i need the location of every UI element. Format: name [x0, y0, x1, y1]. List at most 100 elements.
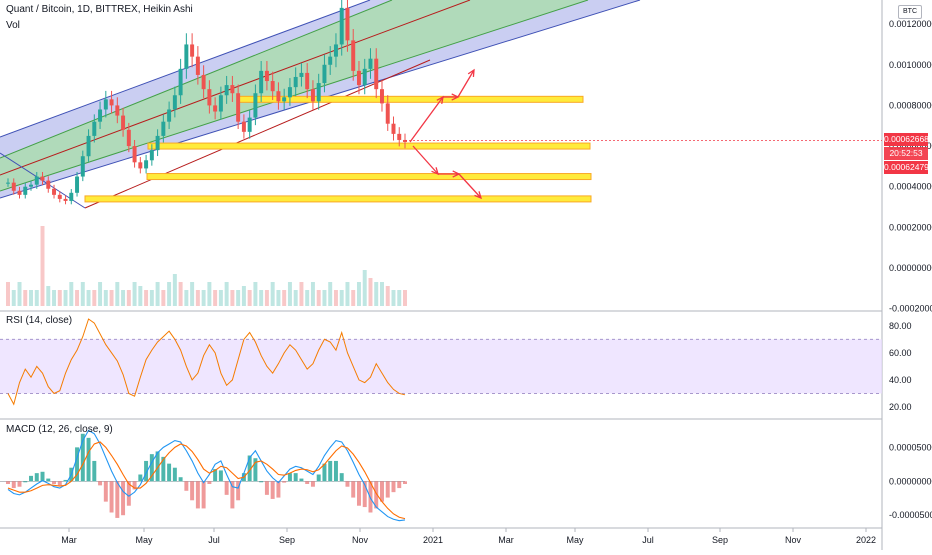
- volume-bar: [253, 282, 258, 306]
- candle-body: [195, 56, 200, 75]
- macd-histogram-bar: [213, 469, 218, 482]
- macd-histogram-bar: [380, 481, 384, 502]
- candle-body: [34, 176, 39, 185]
- volume-bar: [322, 290, 327, 306]
- volume-bar: [115, 282, 120, 306]
- candle-body: [46, 180, 51, 189]
- rsi-tick-label: 80.00: [889, 321, 912, 331]
- support-zone: [84, 195, 592, 203]
- candle-body: [40, 176, 45, 181]
- macd-legend[interactable]: MACD (12, 26, close, 9): [6, 424, 113, 435]
- macd-histogram-bar: [207, 481, 212, 484]
- macd-histogram-bar: [75, 447, 80, 482]
- macd-line: [7, 429, 406, 522]
- volume-bar: [161, 290, 166, 306]
- volume-legend[interactable]: Vol: [6, 20, 20, 31]
- macd-histogram-bar: [132, 481, 137, 490]
- macd-histogram-bar: [339, 473, 344, 482]
- currency-badge[interactable]: BTC: [898, 5, 922, 19]
- volume-bar: [57, 290, 62, 306]
- time-tick-label: May: [566, 535, 584, 545]
- macd-histogram-bar: [98, 481, 103, 486]
- candle-body: [328, 56, 333, 65]
- macd-histogram-bar: [236, 481, 241, 501]
- projection-arrow: [409, 96, 444, 143]
- macd-histogram-bar: [149, 454, 154, 482]
- macd-histogram-bar: [345, 481, 350, 487]
- macd-histogram-bar: [172, 467, 177, 482]
- volume-bar: [356, 282, 361, 306]
- volume-bar: [339, 290, 344, 306]
- candle-body: [385, 103, 390, 124]
- price-tick-label: 0.00020000: [889, 222, 932, 232]
- macd-histogram-bar: [385, 481, 390, 498]
- volume-bar: [11, 290, 16, 306]
- volume-bar: [149, 290, 154, 306]
- macd-histogram-bar: [218, 470, 223, 482]
- macd-histogram-bar: [184, 481, 189, 491]
- macd-histogram-bar: [253, 458, 258, 482]
- last-price-tag: 0.00062668: [884, 133, 929, 146]
- channel-inner-lower: [0, 0, 589, 192]
- candle-body: [213, 105, 218, 112]
- volume-bar: [391, 290, 396, 306]
- volume-bar: [178, 282, 183, 306]
- rsi-legend[interactable]: RSI (14, close): [6, 315, 73, 326]
- price-tick-label: 0.00080000: [889, 100, 932, 110]
- candle-body: [287, 87, 292, 98]
- volume-bar: [403, 290, 407, 306]
- volume-bar: [75, 290, 80, 306]
- projection-arrow: [412, 145, 439, 175]
- candle-body: [282, 97, 287, 102]
- volume-bar: [6, 282, 10, 306]
- macd-histogram-bar: [86, 437, 91, 482]
- volume-bar: [80, 282, 85, 306]
- macd-histogram-bar: [282, 481, 287, 483]
- macd-histogram-bar: [17, 481, 22, 487]
- macd-histogram-bar: [362, 481, 367, 508]
- macd-histogram-bar: [328, 460, 333, 482]
- macd-histogram-bar: [167, 463, 172, 482]
- candle-body: [270, 81, 275, 92]
- volume-bar: [368, 278, 373, 306]
- macd-histogram-bar: [29, 475, 33, 482]
- macd-histogram-bar: [195, 481, 200, 509]
- candle-body: [230, 85, 235, 94]
- candle-body: [11, 182, 16, 191]
- macd-histogram-bar: [34, 473, 39, 482]
- macd-histogram-bar: [287, 473, 292, 482]
- candle-body: [29, 184, 33, 187]
- symbol-legend[interactable]: Quant / Bitcoin, 1D, BITTREX, Heikin Ash…: [6, 4, 193, 15]
- macd-tick-label: -0.00005000: [889, 510, 932, 520]
- candle-body: [316, 83, 321, 102]
- channel-inner-upper: [0, 0, 393, 159]
- candle-body: [259, 70, 264, 94]
- volume-bar: [241, 286, 246, 306]
- macd-histogram-bar: [109, 481, 114, 513]
- volume-bar: [29, 290, 33, 306]
- arrow-head: [467, 68, 475, 78]
- volume-bar: [69, 282, 74, 306]
- price-tick-label: 0.00000000: [889, 263, 932, 273]
- macd-histogram-bar: [305, 481, 310, 484]
- macd-histogram-bar: [351, 481, 356, 498]
- candle-body: [207, 89, 212, 106]
- macd-histogram-bar: [52, 481, 57, 484]
- candle-body: [92, 121, 97, 136]
- projection-arrow: [457, 69, 475, 98]
- volume-bar: [374, 282, 379, 306]
- volume-bar: [63, 290, 68, 306]
- volume-bar: [213, 290, 218, 306]
- volume-bar: [316, 290, 321, 306]
- candle-body: [172, 95, 177, 110]
- volume-bar: [264, 290, 269, 306]
- volume-bar: [184, 290, 189, 306]
- volume-bar: [98, 282, 103, 306]
- candle-body: [144, 160, 149, 169]
- volume-bar: [103, 290, 108, 306]
- candle-body: [293, 76, 298, 88]
- rsi-band: [0, 339, 882, 394]
- candle-body: [126, 129, 131, 147]
